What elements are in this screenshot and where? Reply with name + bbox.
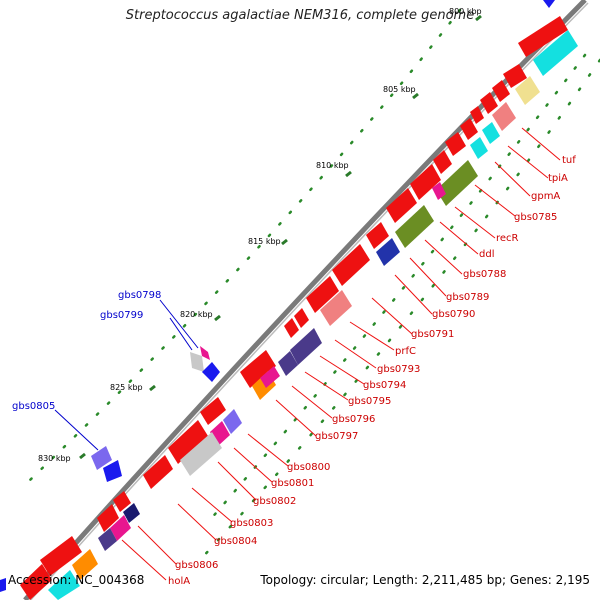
gene-label-gbs0798: gbs0798 [118, 290, 161, 301]
accession-text: Accession: NC_004368 [8, 573, 145, 587]
gene-label-gbs0802: gbs0802 [253, 496, 296, 507]
cds-track-inner-strand [48, 30, 578, 600]
gene-label-hola: holA [168, 576, 190, 587]
tick-label-800: 800 kbp [449, 7, 482, 16]
topology-text: Topology: circular; Length: 2,211,485 bp… [260, 573, 590, 587]
tick-label-825: 825 kbp [110, 383, 143, 392]
map-footer: Accession: NC_004368 Topology: circular;… [0, 573, 600, 591]
outer-labels: gbs0798 gbs0799 gbs0805 [12, 290, 161, 412]
gene-label-gbs0799: gbs0799 [100, 310, 143, 321]
inner-labels: tuf tpiA gpmA gbs0785 recR ddl gbs0788 g… [168, 155, 576, 587]
gene-label-gbs0785: gbs0785 [514, 212, 557, 223]
gene-label-gbs0790: gbs0790 [432, 309, 475, 320]
guide-dots [28, 8, 600, 562]
tick-label-810: 810 kbp [316, 161, 349, 170]
cds-track-outer-strand [20, 0, 568, 600]
gene-label-tpia: tpiA [548, 173, 568, 184]
outer-label-leaders [54, 299, 199, 451]
tick-labels: 800 kbp 805 kbp 810 kbp 815 kbp 820 kbp … [38, 7, 482, 463]
gene-label-gbs0793: gbs0793 [377, 364, 420, 375]
tick-label-830: 830 kbp [38, 454, 71, 463]
gene-label-gbs0789: gbs0789 [446, 292, 489, 303]
gene-label-gbs0806: gbs0806 [175, 560, 218, 571]
gene-label-gbs0800: gbs0800 [287, 462, 330, 473]
gene-label-gbs0796: gbs0796 [332, 414, 375, 425]
tick-label-820: 820 kbp [180, 310, 213, 319]
gene-label-prfc: prfC [395, 346, 416, 357]
outer-genes [0, 346, 220, 592]
gene-label-gbs0788: gbs0788 [463, 269, 506, 280]
gene-label-ddl: ddl [479, 249, 494, 260]
gene-label-gbs0797: gbs0797 [315, 431, 358, 442]
gene-label-gbs0801: gbs0801 [271, 478, 314, 489]
inner-label-leaders [121, 127, 561, 581]
gene-label-gbs0794: gbs0794 [363, 380, 406, 391]
gene-label-gbs0803: gbs0803 [230, 518, 273, 529]
tick-marks [79, 14, 482, 460]
gene-label-gpma: gpmA [531, 191, 560, 202]
tick-label-805: 805 kbp [383, 85, 416, 94]
gene-label-recr: recR [496, 233, 519, 244]
gene-label-gbs0805: gbs0805 [12, 401, 55, 412]
tick-label-815: 815 kbp [248, 237, 281, 246]
gene-label-gbs0791: gbs0791 [411, 329, 454, 340]
gene-label-tuf: tuf [562, 155, 576, 166]
map-title: Streptococcus agalactiae NEM316, complet… [125, 8, 475, 23]
gene-label-gbs0804: gbs0804 [214, 536, 257, 547]
gene-label-gbs0795: gbs0795 [348, 396, 391, 407]
